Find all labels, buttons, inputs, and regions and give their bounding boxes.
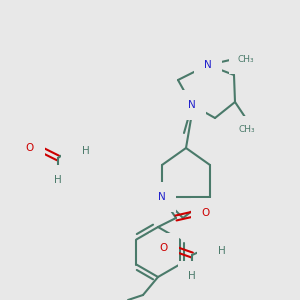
Text: O: O xyxy=(208,243,216,253)
Text: O: O xyxy=(160,243,168,253)
Text: H: H xyxy=(82,146,90,156)
Text: H: H xyxy=(218,246,226,256)
Text: N: N xyxy=(158,192,166,202)
Text: O: O xyxy=(202,208,210,218)
Text: H: H xyxy=(188,271,196,281)
Text: O: O xyxy=(72,143,80,153)
Text: CH₃: CH₃ xyxy=(238,56,255,64)
Text: O: O xyxy=(26,143,34,153)
Text: H: H xyxy=(54,175,62,185)
Text: N: N xyxy=(188,100,196,110)
Text: N: N xyxy=(204,60,212,70)
Text: CH₃: CH₃ xyxy=(239,125,255,134)
